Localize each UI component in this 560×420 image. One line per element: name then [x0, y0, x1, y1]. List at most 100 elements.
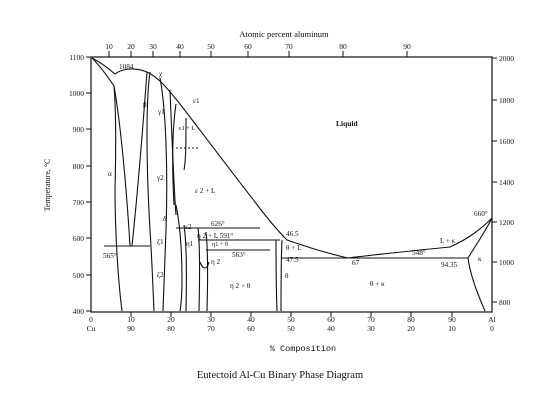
left-tick-label: 600	[73, 234, 85, 243]
label-94-35: 94.35	[441, 261, 458, 269]
label-theta-kappa: θ + κ	[370, 280, 385, 288]
bottom-left-zero: 0	[89, 315, 93, 324]
right-tick-label: 2000	[499, 54, 514, 63]
top-axis-tick-labels: 10 20 30 40 50 60 70 80 90	[105, 42, 411, 51]
top-axis-title: Atomic percent aluminum	[239, 29, 329, 39]
beta-right-boundary	[131, 71, 148, 247]
right-axis-tick-labels: 2000 1800 1600 1400 1200 1000 800	[499, 54, 514, 307]
right-tick-label: 800	[499, 298, 511, 307]
left-tick-label: 1100	[69, 53, 84, 62]
label-660: 660°	[474, 210, 488, 218]
right-tick-label: 1600	[499, 137, 514, 146]
bottom-tick-label: 60	[327, 315, 335, 324]
label-563: 563°	[232, 251, 246, 259]
top-axis-ticks	[108, 51, 408, 57]
left-tick-label: 900	[73, 125, 85, 134]
label-eta1-theta: η1 + θ	[212, 241, 228, 248]
top-tick-label: 90	[403, 42, 411, 51]
bottom-tick-label: 40	[327, 324, 335, 333]
bottom-tick-label: 30	[207, 315, 215, 324]
bottom-left-cu: Cu	[87, 324, 96, 333]
bottom-tick-label: 20	[167, 315, 175, 324]
label-zeta1: ζ1	[157, 237, 164, 246]
label-eta2: η 2	[211, 258, 221, 266]
right-axis-ticks	[492, 57, 497, 303]
right-tick-label: 1200	[499, 218, 514, 227]
alpha-boundary	[91, 57, 123, 312]
top-tick-label: 50	[207, 42, 215, 51]
label-kappa: κ	[478, 255, 482, 263]
right-tick-label: 1400	[499, 178, 514, 187]
eta-left	[197, 227, 201, 312]
bottom-tick-label: 70	[367, 315, 375, 324]
left-tick-label: 700	[73, 198, 85, 207]
label-theta: θ	[285, 272, 289, 280]
label-46-5: 46.5	[286, 230, 299, 238]
top-tick-label: 10	[105, 42, 113, 51]
left-tick-label: 400	[73, 307, 85, 316]
gamma-right-boundary	[159, 77, 168, 312]
bottom-right-zero: 0	[490, 324, 494, 333]
label-eps2-l: ε 2 + L	[195, 187, 215, 195]
bottom-tick-label: 30	[367, 324, 375, 333]
label-eta2-theta: η 2 + θ	[230, 282, 251, 290]
top-tick-label: 40	[176, 42, 184, 51]
label-eps1-l: ε1 + L	[179, 125, 195, 132]
bottom-tick-label: 90	[448, 315, 456, 324]
right-tick-label: 1800	[499, 96, 514, 105]
bottom-tick-label: 10	[127, 315, 135, 324]
label-565: 565°	[103, 252, 117, 260]
kappa-solidus	[467, 217, 493, 259]
label-alpha: α	[108, 170, 112, 178]
label-626: 626°	[211, 220, 225, 228]
left-tick-label: 500	[73, 271, 85, 280]
label-eta1: η1	[186, 240, 194, 248]
top-tick-label: 20	[127, 42, 135, 51]
bottom-tick-label: 60	[247, 324, 255, 333]
label-eps2: ε2	[185, 223, 192, 231]
label-47-5: 47.5	[286, 256, 299, 264]
label-eps1: ε1	[193, 97, 200, 105]
bottom-tick-label: 80	[167, 324, 175, 333]
eps1-left	[172, 103, 177, 206]
label-1084: 1084	[119, 63, 134, 71]
bottom-tick-label: 10	[448, 324, 456, 333]
bottom-tick-label: 70	[207, 324, 215, 333]
label-gamma1: γ1	[157, 108, 165, 116]
bottom-tick-label: 50	[287, 315, 295, 324]
label-67: 67	[352, 259, 360, 267]
beta-left-boundary	[113, 85, 131, 247]
bottom-axis-ticks	[130, 312, 453, 317]
label-beta: β	[143, 101, 147, 109]
label-eta2-l: η 2 + L 591°	[197, 232, 233, 240]
plot-frame	[90, 56, 493, 313]
label-chi: χ	[159, 70, 163, 78]
label-l-kappa: L + κ	[440, 237, 456, 245]
top-tick-label: 60	[244, 42, 252, 51]
bottom-tick-label: 20	[407, 324, 415, 333]
delta-boundary	[175, 204, 183, 312]
label-548: 548°	[412, 249, 426, 257]
left-tick-label: 1000	[69, 89, 84, 98]
phase-boundaries	[91, 57, 493, 312]
label-delta: δ	[163, 215, 167, 223]
eta-right	[205, 231, 209, 312]
theta-left	[275, 239, 278, 312]
left-tick-label: 800	[73, 162, 85, 171]
gamma-left-boundary	[146, 71, 155, 312]
kappa-solvus	[467, 257, 486, 312]
bottom-right-al: Al	[488, 315, 496, 324]
top-tick-label: 30	[149, 42, 157, 51]
top-tick-label: 80	[339, 42, 347, 51]
theta-right	[280, 239, 283, 312]
left-axis-title: Temperature, °C	[43, 159, 52, 212]
zeta-left	[183, 224, 187, 312]
left-axis-ticks	[86, 56, 91, 312]
bottom-tick-label: 50	[287, 324, 295, 333]
phase-labels: 1084 χ β γ1 ε1 ε1 + L Liquid α γ2 ε 2 + …	[103, 63, 488, 290]
bottom-axis-title: % Composition	[270, 344, 336, 354]
left-axis-tick-labels: 1100 1000 900 800 700 600 500 400	[69, 53, 84, 316]
bottom-axis-tick-labels: 0 Cu Al 0 10 20 30 40 50 60 70 80 90 90 …	[87, 315, 496, 333]
label-gamma2: γ2	[156, 174, 164, 182]
